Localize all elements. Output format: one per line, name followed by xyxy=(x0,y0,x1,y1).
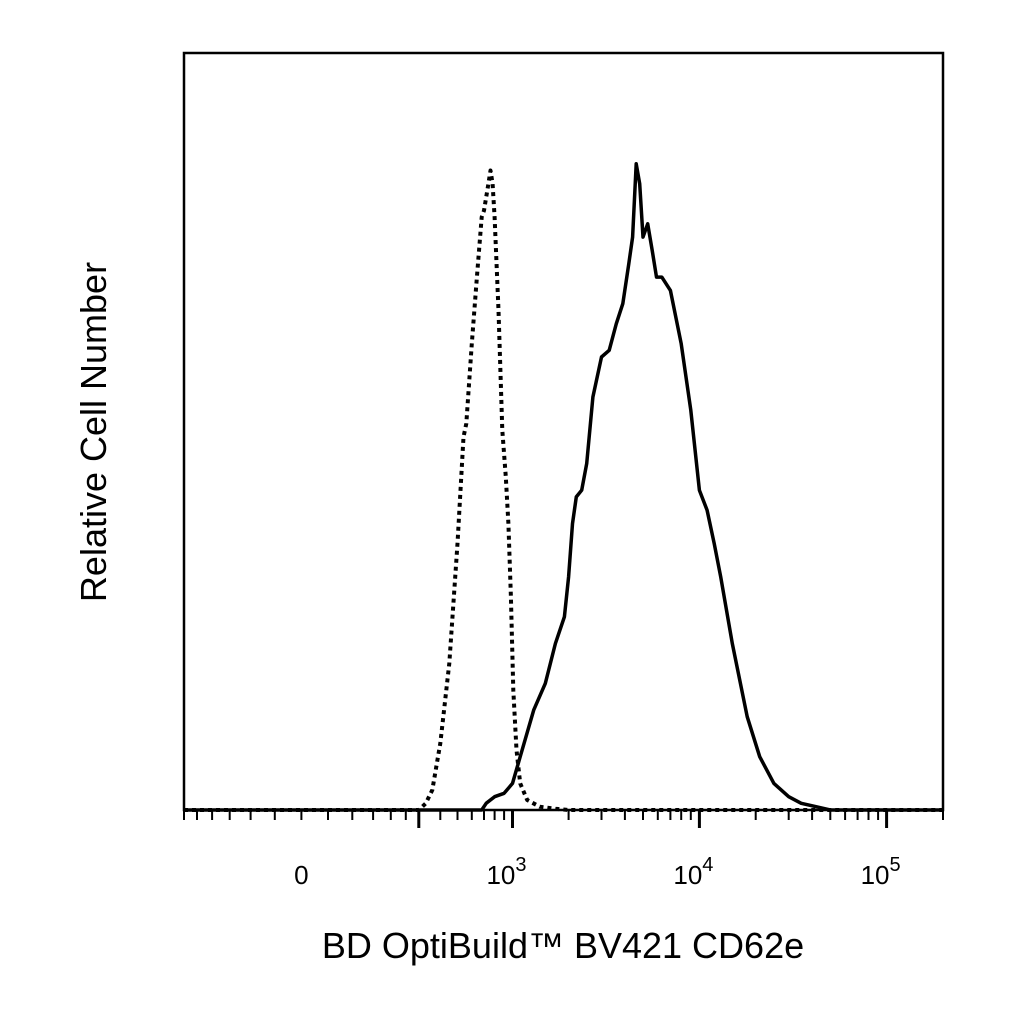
x-tick-label-2: 104 xyxy=(673,854,713,890)
x-axis-tick-labels: 0 103 104 105 xyxy=(294,854,900,890)
x-tick-label-0: 0 xyxy=(294,860,308,890)
x-axis-label: BD OptiBuild™ BV421 CD62e xyxy=(322,925,804,966)
series-layer xyxy=(184,162,943,812)
y-axis-label: Relative Cell Number xyxy=(73,262,114,602)
x-tick-label-1: 103 xyxy=(486,854,526,890)
x-axis-ticks xyxy=(183,810,944,828)
series-1-dotted-line xyxy=(184,168,943,812)
plot-frame xyxy=(182,51,945,812)
series-2-solid-line xyxy=(184,162,943,812)
x-tick-label-3: 105 xyxy=(861,854,901,890)
